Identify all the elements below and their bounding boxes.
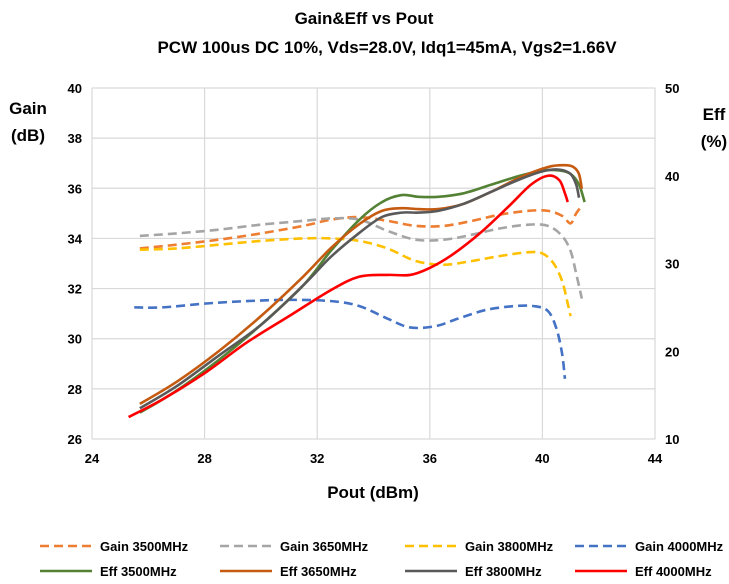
y-right-tick-label: 50 (665, 81, 679, 96)
legend-label-eff-3650mhz: Eff 3650MHz (280, 564, 357, 579)
legend: Gain 3500MHz Gain 3650MHz Gain 3800MHz Gain… (40, 539, 724, 579)
y-right-tick-label: 30 (665, 257, 679, 272)
chart-subtitle: PCW 100us DC 10%, Vds=28.0V, Idq1=45mA, … (157, 38, 617, 57)
y-left-tick-label: 32 (68, 282, 82, 297)
series-line-gain-3500mhz (139, 205, 583, 250)
y-left-tick-label: 28 (68, 382, 82, 397)
y-right-label-line2: (%) (701, 132, 727, 151)
y-left-label-line2: (dB) (11, 126, 45, 145)
series-line-eff-4000mhz (128, 174, 569, 419)
x-tick-label: 32 (310, 451, 324, 466)
x-tick-label: 44 (648, 451, 663, 466)
y-left-tick-label: 30 (68, 332, 82, 347)
x-tick-label: 24 (85, 451, 100, 466)
y-left-tick-label: 40 (68, 81, 82, 96)
legend-label-gain-4000mhz: Gain 4000MHz (635, 539, 724, 554)
legend-label-gain-3650mhz: Gain 3650MHz (280, 539, 369, 554)
y-right-tick-label: 40 (665, 169, 679, 184)
legend-label-eff-3800mhz: Eff 3800MHz (465, 564, 542, 579)
series-line-eff-3650mhz (139, 163, 584, 406)
series-line-eff-3500mhz (139, 168, 586, 414)
series-line-gain-3650mhz (139, 216, 584, 299)
series-line-eff-3800mhz (139, 168, 581, 410)
y-right-tick-label: 10 (665, 432, 679, 447)
legend-label-eff-3500mhz: Eff 3500MHz (100, 564, 177, 579)
x-tick-label: 36 (423, 451, 437, 466)
series-line-gain-3800mhz (139, 236, 572, 317)
y-right-label-line1: Eff (703, 105, 726, 124)
series-layer (128, 163, 586, 419)
series-line-gain-4000mhz (134, 298, 567, 379)
y-left-tick-label: 34 (68, 231, 83, 246)
legend-label-gain-3500mhz: Gain 3500MHz (100, 539, 189, 554)
y-left-tick-label: 36 (68, 181, 82, 196)
tick-labels: 26 28 30 32 34 36 38 40 10 20 30 40 50 24 28 32 36 40 44 (68, 81, 680, 466)
y-left-tick-label: 26 (68, 432, 82, 447)
x-tick-label: 40 (535, 451, 549, 466)
legend-label-gain-3800mhz: Gain 3800MHz (465, 539, 554, 554)
x-axis-label: Pout (dBm) (327, 483, 419, 502)
x-tick-label: 28 (197, 451, 211, 466)
y-left-label-line1: Gain (9, 99, 47, 118)
legend-label-eff-4000mhz: Eff 4000MHz (635, 564, 712, 579)
chart-title: Gain&Eff vs Pout (295, 9, 434, 28)
y-right-tick-label: 20 (665, 344, 679, 359)
y-left-tick-label: 38 (68, 131, 82, 146)
